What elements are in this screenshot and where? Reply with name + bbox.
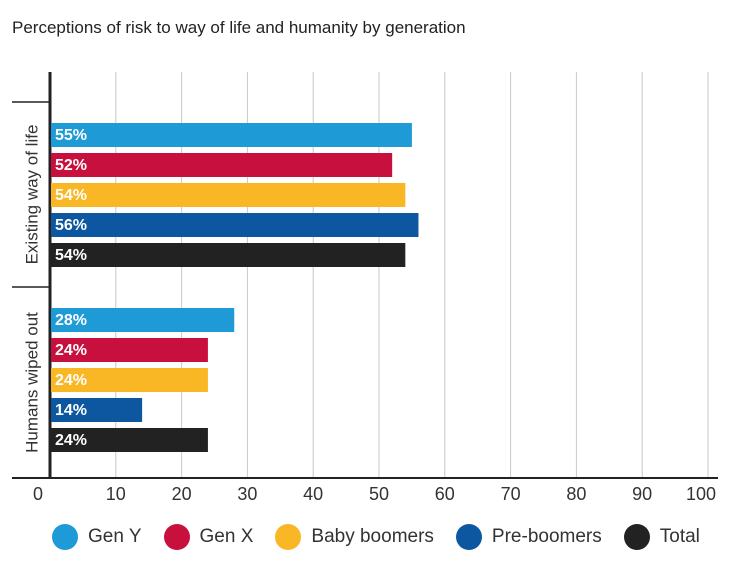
data-label: 52% xyxy=(55,157,87,174)
legend-label: Gen X xyxy=(199,526,254,547)
bar xyxy=(51,428,208,452)
x-tick-label: 70 xyxy=(501,484,521,504)
x-tick-label: 100 xyxy=(686,484,716,504)
bar xyxy=(51,398,143,422)
legend-label: Pre-boomers xyxy=(491,526,602,547)
bar xyxy=(51,153,393,177)
x-tick-label: 10 xyxy=(106,484,126,504)
data-label: 24% xyxy=(55,342,87,359)
bar xyxy=(51,308,235,332)
data-label: 24% xyxy=(55,432,87,449)
chart-title: Perceptions of risk to way of life and h… xyxy=(12,18,466,37)
x-tick-label: 40 xyxy=(303,484,323,504)
data-label: 14% xyxy=(55,402,87,419)
x-tick-label: 30 xyxy=(237,484,257,504)
x-tick-label: 90 xyxy=(632,484,652,504)
bar xyxy=(51,368,208,392)
x-tick-label: 50 xyxy=(369,484,389,504)
x-tick-label: 20 xyxy=(172,484,192,504)
data-label: 24% xyxy=(55,372,87,389)
legend-label: Baby boomers xyxy=(311,526,434,547)
legend-swatch xyxy=(455,524,482,550)
bar xyxy=(51,213,419,237)
legend-swatch xyxy=(163,524,190,550)
bar xyxy=(51,243,406,267)
legend-item: Total xyxy=(623,524,700,550)
legend-item: Gen Y xyxy=(52,524,142,550)
legend-item: Gen X xyxy=(163,524,254,550)
legend-label: Gen Y xyxy=(88,526,142,547)
data-label: 54% xyxy=(55,247,87,264)
bar xyxy=(51,183,406,207)
legend: Gen Y Gen X Baby boomers Pre-boomers Total xyxy=(52,520,722,554)
x-tick-label: 0 xyxy=(33,484,43,504)
legend-item: Pre-boomers xyxy=(455,524,602,550)
category-label: Humans wiped out xyxy=(22,312,41,453)
legend-swatch xyxy=(52,524,78,550)
legend-item: Baby boomers xyxy=(275,524,434,550)
x-tick-label: 60 xyxy=(435,484,455,504)
data-label: 55% xyxy=(55,127,87,144)
category-label: Existing way of life xyxy=(22,125,41,265)
data-label: 28% xyxy=(55,312,87,329)
legend-swatch xyxy=(623,524,650,550)
data-label: 56% xyxy=(55,217,87,234)
legend-swatch xyxy=(275,524,302,550)
x-tick-label: 80 xyxy=(566,484,586,504)
bar xyxy=(51,123,412,147)
bar xyxy=(51,338,208,362)
data-label: 54% xyxy=(55,187,87,204)
legend-label: Total xyxy=(659,526,700,547)
